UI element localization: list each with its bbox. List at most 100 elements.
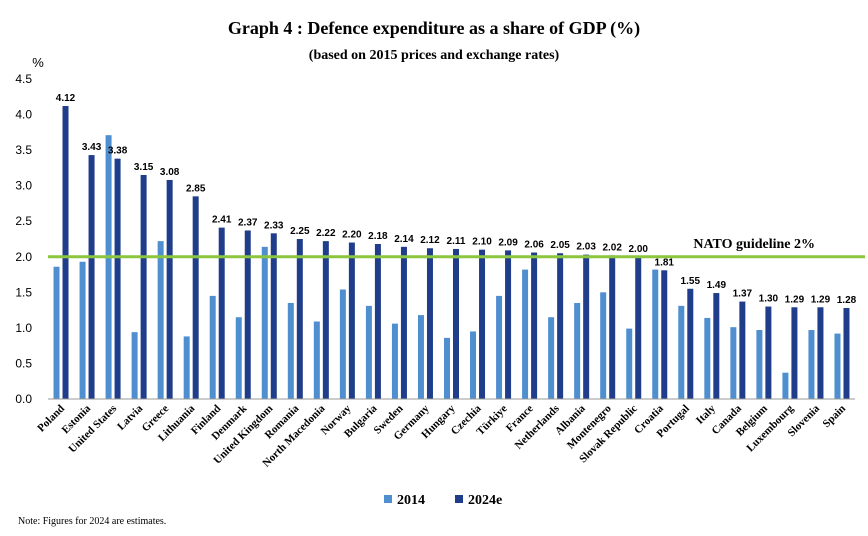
y-tick-label: 0.5 xyxy=(15,356,32,370)
bar-2024e-germany xyxy=(426,248,433,399)
bar-2014-slovak-republic xyxy=(626,328,633,399)
bar-2014-united-states xyxy=(105,135,112,399)
bar-2024e-bulgaria xyxy=(374,243,381,399)
data-label-united-kingdom: 2.33 xyxy=(264,220,284,231)
data-label-slovak-republic: 2.00 xyxy=(628,244,648,255)
bar-2024e-portugal xyxy=(687,288,694,399)
y-tick-label: 1.5 xyxy=(15,285,32,299)
data-label-latvia: 3.15 xyxy=(134,162,154,173)
data-label-lithuania: 2.85 xyxy=(186,183,206,194)
y-tick-label: 2.5 xyxy=(15,214,32,228)
data-label-albania: 2.03 xyxy=(576,242,596,253)
bars-group xyxy=(53,106,850,400)
bar-2024e-montenegro xyxy=(609,255,616,399)
data-label-estonia: 3.43 xyxy=(82,142,102,153)
bar-2024e-france xyxy=(531,252,538,399)
data-label-portugal: 1.55 xyxy=(681,276,701,287)
data-label-united-states: 3.38 xyxy=(108,146,128,157)
y-tick-label: 1.0 xyxy=(15,321,32,335)
bar-2014-france xyxy=(522,269,529,399)
data-label-germany: 2.12 xyxy=(420,235,440,246)
data-label-north-macedonia: 2.22 xyxy=(316,228,336,239)
y-tick-label: 2.0 xyxy=(15,250,32,264)
legend-label-2024e: 2024e xyxy=(468,493,502,508)
bar-2024e-slovak-republic xyxy=(635,256,642,399)
bar-2014-bulgaria xyxy=(365,305,372,399)
bar-2014-czechia xyxy=(470,331,477,399)
data-label-italy: 1.49 xyxy=(707,280,727,291)
bar-2014-sweden xyxy=(391,323,398,399)
data-label-spain: 1.28 xyxy=(837,295,857,306)
data-label-turkiye: 2.09 xyxy=(498,237,518,248)
bar-2024e-croatia xyxy=(661,270,668,399)
data-label-hungary: 2.11 xyxy=(447,236,466,247)
bar-2024e-norway xyxy=(348,242,355,399)
data-label-finland: 2.41 xyxy=(212,215,232,226)
bar-2024e-poland xyxy=(62,106,69,400)
y-tick-label: 0.0 xyxy=(15,392,32,406)
data-label-czechia: 2.10 xyxy=(472,237,492,248)
legend-swatch-2024e xyxy=(455,495,463,503)
bar-2024e-luxembourg xyxy=(791,307,798,399)
footnote: Note: Figures for 2024 are estimates. xyxy=(18,516,166,527)
legend-swatch-2014 xyxy=(384,495,392,503)
bar-2014-norway xyxy=(339,289,346,399)
bar-2014-latvia xyxy=(131,332,138,399)
data-label-poland: 4.12 xyxy=(56,93,76,104)
bar-2024e-north-macedonia xyxy=(322,241,329,399)
bar-2024e-canada xyxy=(739,301,746,399)
bar-2024e-spain xyxy=(843,307,850,399)
bar-2024e-finland xyxy=(218,227,225,399)
data-label-denmark: 2.37 xyxy=(238,217,258,228)
bar-2024e-italy xyxy=(713,293,720,399)
bar-2024e-romania xyxy=(296,239,303,399)
bar-2014-estonia xyxy=(79,261,86,399)
bar-2024e-denmark xyxy=(244,230,251,399)
chart-subtitle: (based on 2015 prices and exchange rates… xyxy=(309,48,560,63)
bar-2014-united-kingdom xyxy=(261,246,268,399)
bar-2014-denmark xyxy=(235,317,242,399)
y-tick-label: 3.5 xyxy=(15,143,32,157)
bar-2024e-netherlands xyxy=(557,253,564,399)
bar-2014-finland xyxy=(209,295,216,399)
bar-2024e-estonia xyxy=(88,155,95,399)
bar-2024e-greece xyxy=(166,179,173,399)
bar-2024e-czechia xyxy=(479,249,486,399)
data-label-croatia: 1.81 xyxy=(655,257,675,268)
bar-2024e-albania xyxy=(583,254,590,399)
data-label-montenegro: 2.02 xyxy=(602,242,622,253)
bar-2014-croatia xyxy=(652,269,659,399)
x-tick-spain: Spain xyxy=(821,403,849,431)
chart-title: Graph 4 : Defence expenditure as a share… xyxy=(228,18,640,39)
y-axis-unit: % xyxy=(32,55,44,70)
bar-2014-spain xyxy=(834,333,841,399)
bar-2024e-united-kingdom xyxy=(270,233,277,399)
bar-2024e-latvia xyxy=(140,175,147,399)
data-label-norway: 2.20 xyxy=(342,230,362,241)
data-label-france: 2.06 xyxy=(524,240,544,251)
nato-guideline-label: NATO guideline 2% xyxy=(693,237,815,252)
data-label-sweden: 2.14 xyxy=(394,234,414,245)
bar-2024e-turkiye xyxy=(505,250,512,399)
bar-2014-turkiye xyxy=(496,295,503,399)
data-label-belgium: 1.30 xyxy=(759,294,779,305)
bar-2014-luxembourg xyxy=(782,372,789,399)
legend: 2014 2024e xyxy=(384,493,502,508)
bar-2014-portugal xyxy=(678,305,685,399)
data-label-greece: 3.08 xyxy=(160,167,180,178)
data-label-luxembourg: 1.29 xyxy=(785,294,805,305)
bar-2014-poland xyxy=(53,266,60,399)
data-labels-group: 4.12 3.43 3.38 3.15 3.08 2.85 2.41 2.37 2.33 2.25… xyxy=(56,93,857,306)
data-label-bulgaria: 2.18 xyxy=(368,231,388,242)
bar-2024e-slovenia xyxy=(817,307,824,399)
data-label-netherlands: 2.05 xyxy=(550,240,570,251)
legend-label-2014: 2014 xyxy=(397,493,425,508)
data-label-canada: 1.37 xyxy=(733,289,753,300)
y-axis-ticks: 0.0 0.5 1.0 1.5 2.0 2.5 3.0 3.5 4.0 4.5 xyxy=(15,72,32,406)
bar-2014-hungary xyxy=(444,337,450,399)
data-label-slovenia: 1.29 xyxy=(811,294,831,305)
bar-2014-lithuania xyxy=(183,336,190,399)
